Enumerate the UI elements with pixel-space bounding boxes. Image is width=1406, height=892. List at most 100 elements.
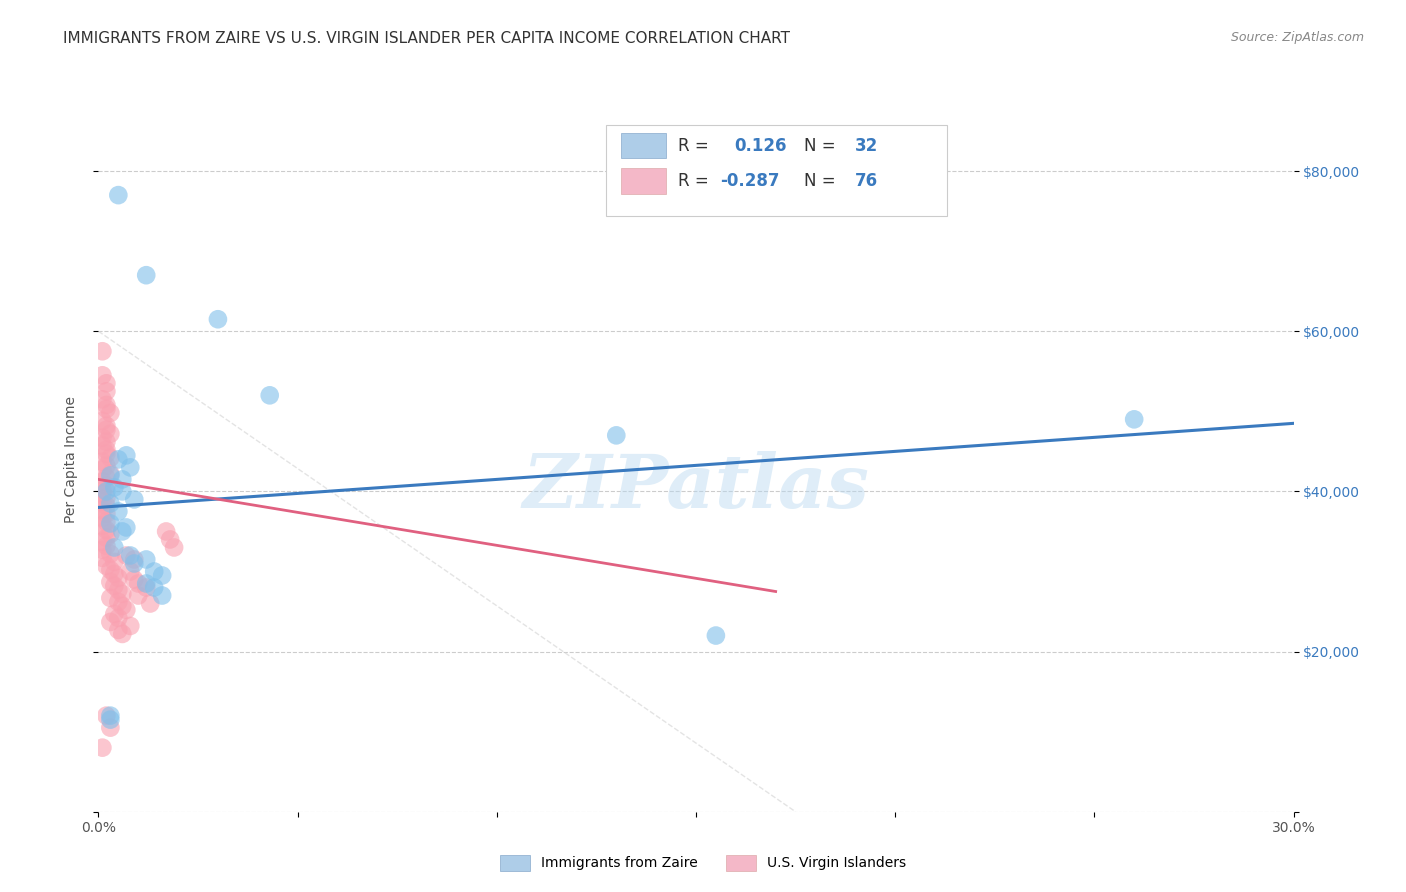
Point (155, 524, 177, 539)
Point (98, 468, 122, 483)
Point (115, 549, 138, 563)
Point (96, 398, 118, 412)
FancyBboxPatch shape (620, 169, 666, 194)
Point (98, 406, 122, 420)
Point (96, 447, 118, 461)
Point (111, 484, 134, 499)
Point (96, 539, 118, 553)
FancyBboxPatch shape (620, 133, 666, 159)
Point (107, 582, 129, 597)
Point (91, 431, 114, 445)
Point (96, 515, 118, 529)
Point (96, 499, 118, 513)
Point (115, 449, 138, 463)
Point (91, 414, 114, 428)
Point (98, 591, 122, 605)
Point (111, 599, 134, 613)
Point (103, 566, 125, 581)
Text: N =: N = (804, 136, 841, 155)
Point (91, 495, 114, 509)
Point (98, 526, 122, 541)
Point (107, 611, 129, 625)
Point (159, 533, 181, 547)
Point (98, 516, 122, 531)
Point (96, 484, 118, 499)
Point (96, 491, 118, 505)
Point (98, 467, 122, 481)
Point (111, 587, 134, 601)
Point (96, 531, 118, 545)
Legend: Immigrants from Zaire, U.S. Virgin Islanders: Immigrants from Zaire, U.S. Virgin Islan… (494, 849, 912, 876)
Point (107, 188, 129, 202)
Point (139, 597, 162, 611)
Point (124, 552, 146, 566)
Y-axis label: Per Capita Income: Per Capita Income (63, 396, 77, 523)
Point (103, 607, 125, 621)
Point (143, 581, 166, 595)
Point (98, 450, 122, 465)
Point (91, 455, 114, 469)
Point (704, 629, 727, 643)
Text: ZIPatlas: ZIPatlas (523, 451, 869, 524)
Point (127, 576, 149, 591)
Text: 76: 76 (855, 172, 877, 190)
Point (91, 487, 114, 501)
Point (98, 708, 122, 723)
Text: R =: R = (678, 172, 714, 190)
Point (96, 434, 118, 449)
Point (111, 524, 134, 539)
Point (98, 721, 122, 735)
Point (96, 458, 118, 473)
Point (150, 589, 173, 603)
Point (98, 426, 122, 441)
Point (124, 557, 146, 571)
Point (91, 368, 114, 383)
Point (103, 541, 125, 555)
Text: R =: R = (678, 136, 714, 155)
Text: -0.287: -0.287 (720, 172, 779, 190)
Point (107, 504, 129, 518)
Point (124, 573, 146, 587)
Point (98, 496, 122, 510)
Point (135, 576, 157, 591)
Point (135, 552, 157, 566)
Text: N =: N = (804, 172, 841, 190)
Point (98, 713, 122, 727)
Point (163, 541, 186, 555)
Point (91, 542, 114, 557)
Point (107, 595, 129, 609)
Point (91, 463, 114, 477)
Point (103, 555, 125, 569)
Point (120, 549, 142, 563)
Point (96, 523, 118, 537)
Point (111, 627, 134, 641)
Point (111, 472, 134, 486)
Point (91, 475, 114, 489)
Point (91, 550, 114, 565)
Point (259, 388, 281, 402)
Point (91, 503, 114, 517)
Point (107, 452, 129, 467)
Point (143, 565, 166, 579)
Point (135, 268, 157, 283)
Point (103, 579, 125, 593)
Point (91, 519, 114, 533)
Point (98, 547, 122, 561)
Point (91, 439, 114, 453)
Point (98, 574, 122, 589)
Point (96, 479, 118, 493)
Point (91, 392, 114, 407)
Point (115, 520, 138, 534)
Point (135, 581, 157, 595)
Point (103, 480, 125, 494)
Text: Source: ZipAtlas.com: Source: ZipAtlas.com (1230, 31, 1364, 45)
Point (150, 568, 173, 582)
Point (107, 623, 129, 637)
Point (98, 615, 122, 629)
Text: IMMIGRANTS FROM ZAIRE VS U.S. VIRGIN ISLANDER PER CAPITA INCOME CORRELATION CHAR: IMMIGRANTS FROM ZAIRE VS U.S. VIRGIN ISL… (63, 31, 790, 46)
Point (605, 428, 627, 442)
Point (96, 418, 118, 433)
Point (127, 589, 149, 603)
Point (1123, 412, 1146, 426)
Point (120, 619, 142, 633)
